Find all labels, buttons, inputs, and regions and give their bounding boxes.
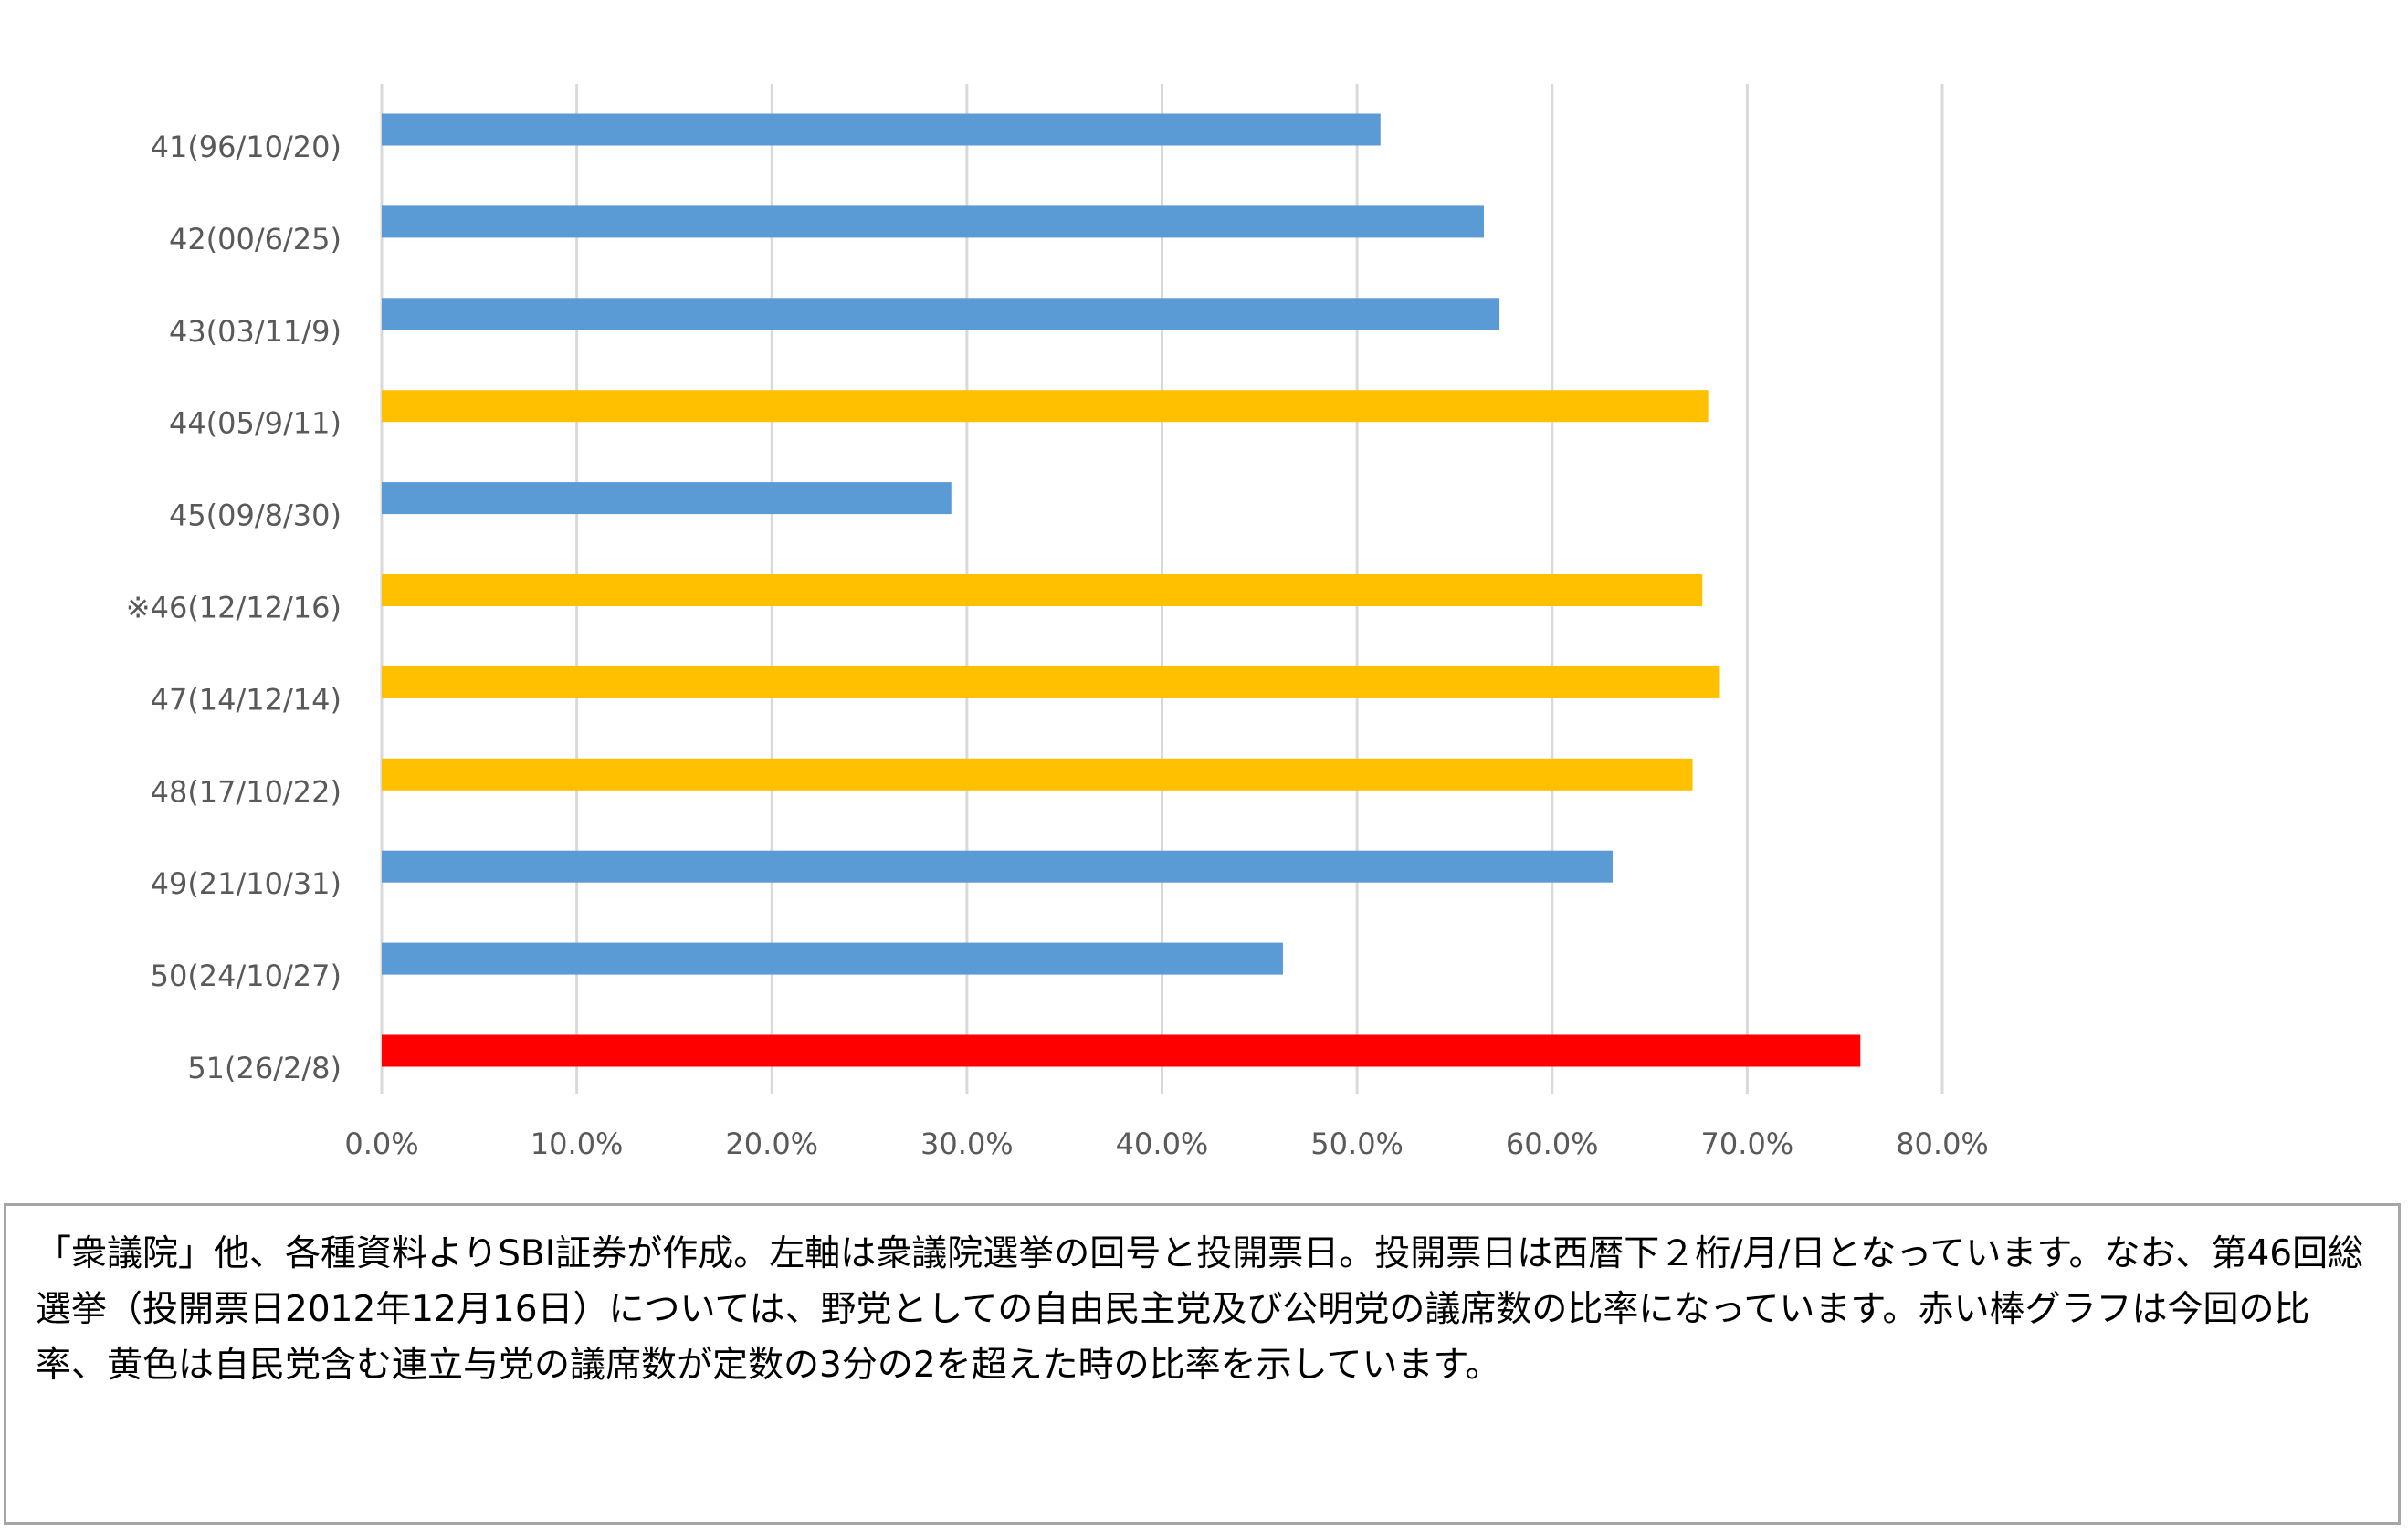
- bar-chart: 41(96/10/20) 42(00/6/25) 43(03/11/9) 44(05/…: [126, 84, 1989, 1161]
- bar: [382, 390, 1709, 423]
- category-label: 48(17/10/22): [151, 774, 342, 809]
- x-tick-label: 80.0%: [1896, 1127, 1989, 1161]
- x-tick-label: 30.0%: [920, 1127, 1014, 1161]
- bar: [382, 942, 1283, 975]
- category-labels: 41(96/10/20) 42(00/6/25) 43(03/11/9) 44(05/…: [126, 130, 342, 1085]
- bar: [382, 850, 1613, 883]
- x-tick-label: 50.0%: [1310, 1127, 1404, 1161]
- bar: [382, 482, 952, 515]
- category-label: 50(24/10/27): [151, 959, 342, 993]
- source-note-text: 「衆議院」他、各種資料よりSBI証券が作成。左軸は衆議院選挙の回号と投開票日。投…: [36, 1233, 2364, 1386]
- bar: [382, 113, 1381, 146]
- category-label: 43(03/11/9): [169, 314, 342, 349]
- x-tick-label: 60.0%: [1506, 1127, 1599, 1161]
- x-tick-label: 20.0%: [725, 1127, 818, 1161]
- source-note-box: 「衆議院」他、各種資料よりSBI証券が作成。左軸は衆議院選挙の回号と投開票日。投…: [4, 1203, 2401, 1525]
- category-label: 41(96/10/20): [151, 130, 342, 164]
- category-label: 42(00/6/25): [169, 222, 342, 257]
- x-tick-label: 40.0%: [1116, 1127, 1209, 1161]
- category-label: 45(09/8/30): [169, 498, 342, 533]
- bar: [382, 1034, 1861, 1067]
- x-tick-labels: 0.0% 10.0% 20.0% 30.0% 40.0% 50.0% 60.0% 70.0% 8…: [344, 1127, 1988, 1161]
- bar: [382, 205, 1484, 238]
- category-label: ※46(12/12/16): [126, 591, 342, 625]
- x-tick-label: 10.0%: [531, 1127, 624, 1161]
- x-tick-label: 0.0%: [344, 1127, 418, 1161]
- category-label: 49(21/10/31): [151, 866, 342, 901]
- bars: [382, 113, 1861, 1067]
- bar: [382, 758, 1693, 791]
- bar: [382, 298, 1500, 330]
- category-label: 51(26/2/8): [187, 1051, 342, 1085]
- category-label: 47(14/12/14): [151, 682, 342, 717]
- bar: [382, 665, 1720, 698]
- bar: [382, 574, 1703, 606]
- category-label: 44(05/9/11): [169, 406, 342, 441]
- x-tick-label: 70.0%: [1701, 1127, 1794, 1161]
